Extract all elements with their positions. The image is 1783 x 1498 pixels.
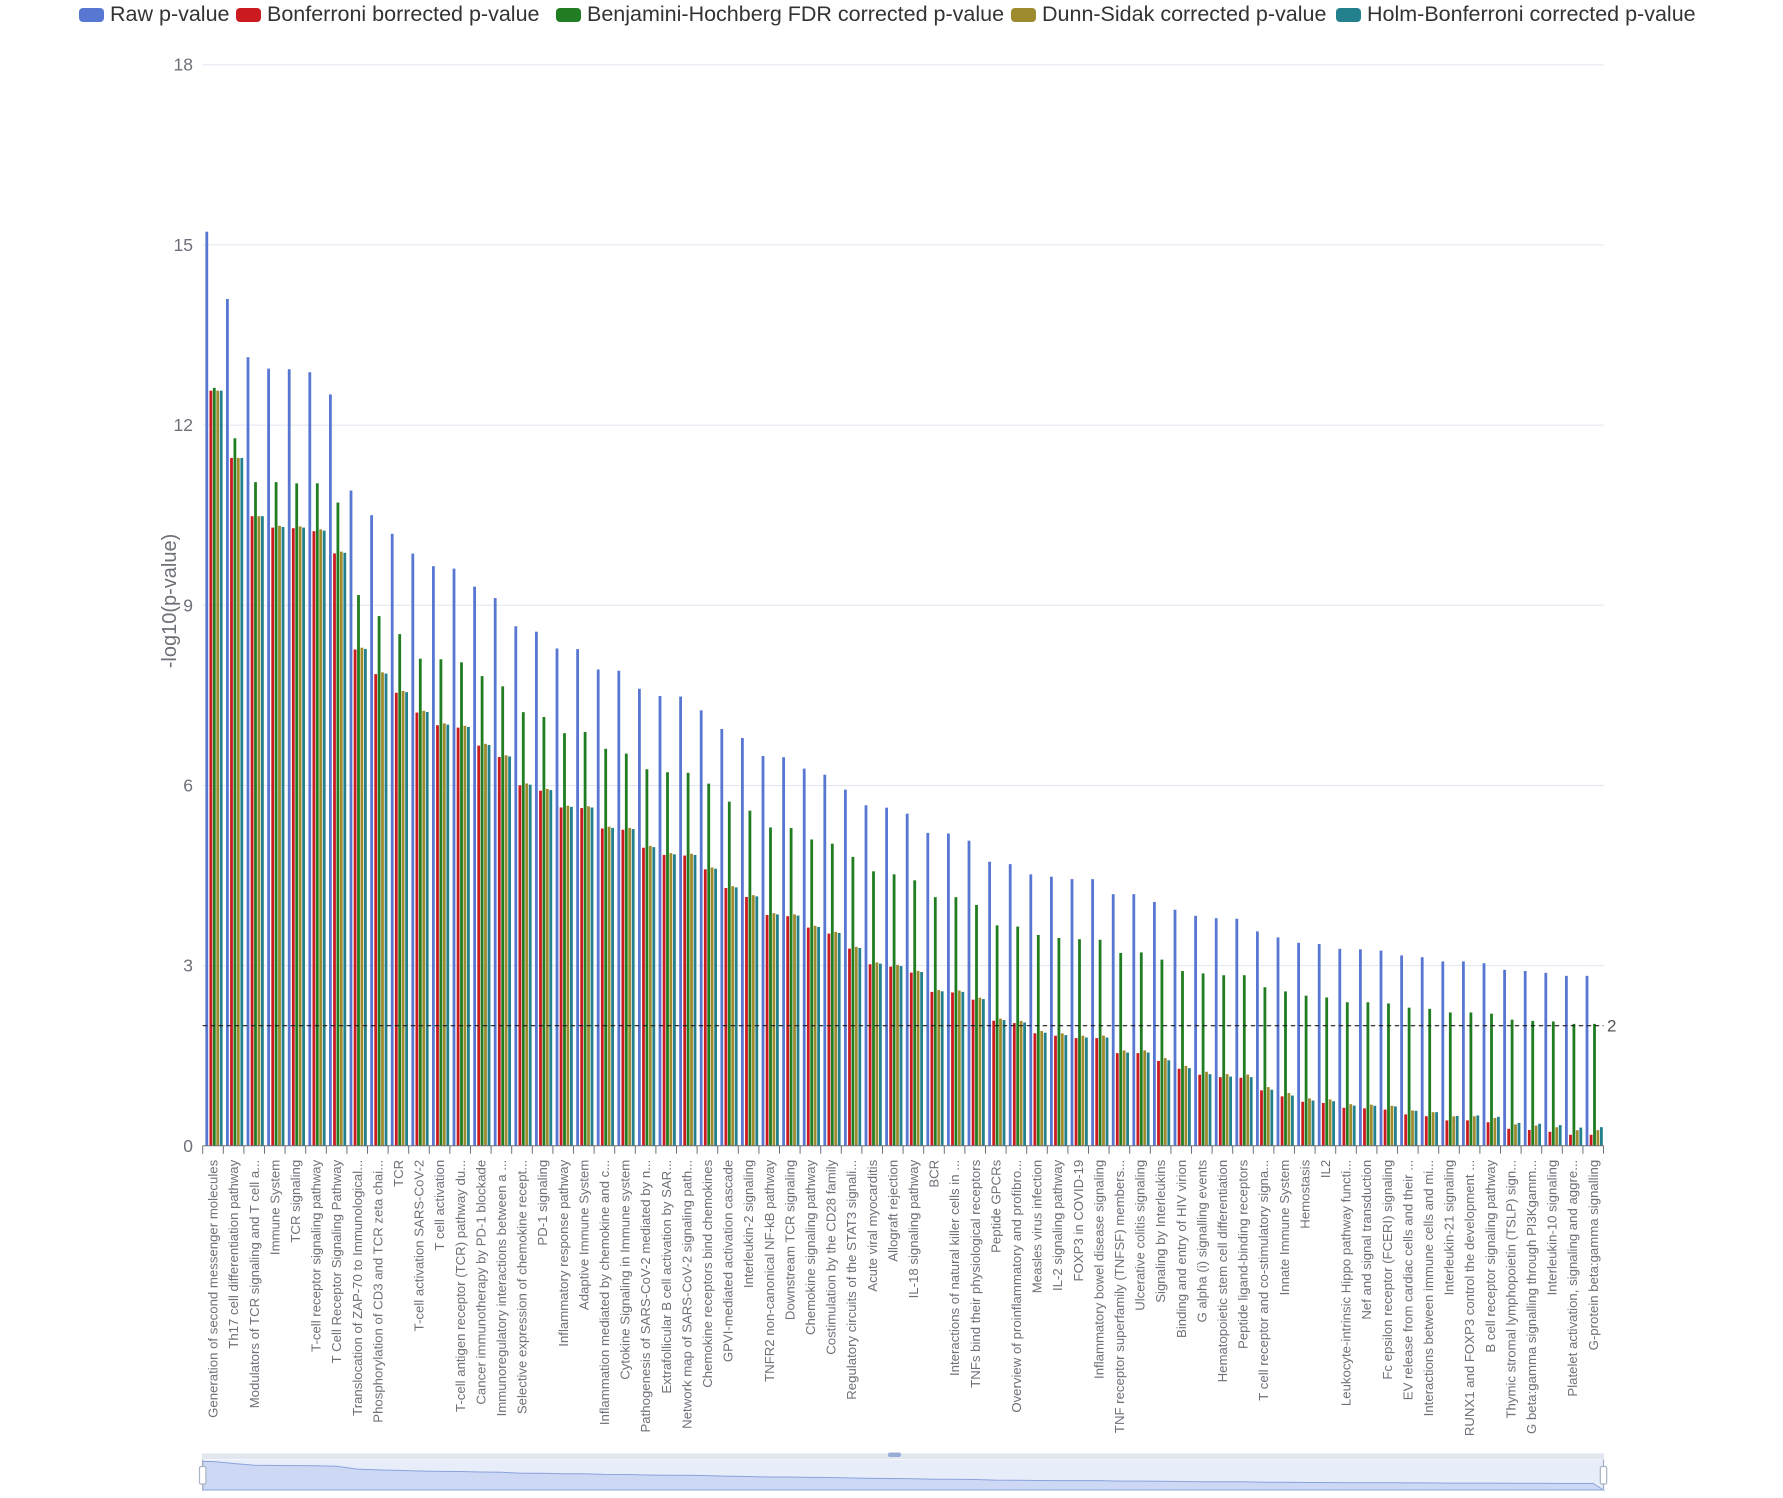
svg-text:EV release from cardiac cells: EV release from cardiac cells and their … [1400,1160,1415,1400]
svg-text:Modulators of TCR signaling an: Modulators of TCR signaling and T cell a… [247,1160,262,1409]
svg-text:Adaptive Immune System: Adaptive Immune System [576,1160,591,1310]
svg-text:Bonferroni borrected p-value: Bonferroni borrected p-value [267,2,540,26]
svg-text:TNFR2 non-canonical NF-kB path: TNFR2 non-canonical NF-kB pathway [762,1159,777,1381]
svg-text:T cell activation: T cell activation [432,1160,447,1251]
svg-text:Acute viral myocarditis: Acute viral myocarditis [865,1159,880,1291]
svg-text:TCR: TCR [391,1160,406,1187]
svg-text:T-cell antigen receptor (TCR): T-cell antigen receptor (TCR) pathway du… [453,1160,468,1412]
svg-text:TNF receptor superfamily (TNFS: TNF receptor superfamily (TNFSF) members… [1112,1160,1127,1433]
svg-text:Cancer immunotherapy by PD-1 b: Cancer immunotherapy by PD-1 blockade [473,1160,488,1405]
svg-text:Regulatory circuits of the STA: Regulatory circuits of the STAT3 signali… [844,1160,859,1400]
svg-text:12: 12 [174,415,193,435]
svg-text:Pathogenesis of SARS-CoV-2 med: Pathogenesis of SARS-CoV-2 mediated by n… [638,1160,653,1433]
svg-text:T cell receptor and co-stimula: T cell receptor and co-stimulatory signa… [1256,1160,1271,1401]
svg-text:G-protein beta:gamma signallin: G-protein beta:gamma signalling [1586,1160,1601,1351]
svg-text:Inflammatory response pathway: Inflammatory response pathway [556,1159,571,1346]
svg-text:15: 15 [174,235,193,255]
svg-text:-log10(p-value): -log10(p-value) [159,534,181,669]
svg-text:Nef and signal transduction: Nef and signal transduction [1359,1160,1374,1320]
svg-text:2: 2 [1607,1017,1616,1036]
svg-text:9: 9 [183,595,193,615]
svg-text:Platelet activation, signaling: Platelet activation, signaling and aggre… [1565,1160,1580,1397]
svg-text:Holm-Bonferroni corrected p-va: Holm-Bonferroni corrected p-value [1367,2,1696,26]
svg-text:Hematopoietic stem cell differ: Hematopoietic stem cell differentiation [1215,1160,1230,1383]
svg-text:Chemokine signaling pathway: Chemokine signaling pathway [803,1159,818,1335]
svg-text:Generation of second messenger: Generation of second messenger molecules [206,1159,221,1417]
svg-text:G alpha (i) signalling events: G alpha (i) signalling events [1194,1159,1209,1322]
svg-text:BCR: BCR [927,1160,942,1188]
svg-text:18: 18 [174,55,193,75]
svg-text:T-cell receptor signaling path: T-cell receptor signaling pathway [309,1159,324,1351]
svg-text:IL2: IL2 [1318,1160,1333,1178]
svg-text:T-cell activation SARS-CoV-2: T-cell activation SARS-CoV-2 [412,1160,427,1332]
svg-text:Interactions of natural killer: Interactions of natural killer cells in … [947,1160,962,1376]
svg-text:Fc epsilon receptor (FCERI) si: Fc epsilon receptor (FCERI) signaling [1380,1160,1395,1380]
svg-text:RUNX1 and FOXP3 control the de: RUNX1 and FOXP3 control the development … [1462,1160,1477,1436]
svg-text:6: 6 [183,775,193,795]
svg-text:Overview of proinflammatory an: Overview of proinflammatory and profibro… [1009,1160,1024,1413]
svg-text:0: 0 [183,1136,193,1156]
svg-text:Immune System: Immune System [267,1160,282,1255]
svg-text:IL-2 signaling pathway: IL-2 signaling pathway [1050,1159,1065,1291]
svg-text:Interleukin-2 signaling: Interleukin-2 signaling [741,1160,756,1288]
svg-text:IL-18 signaling pathway: IL-18 signaling pathway [906,1159,921,1298]
svg-text:Costimulation by the CD28 fami: Costimulation by the CD28 family [824,1159,839,1354]
svg-text:T Cell Receptor Signaling Path: T Cell Receptor Signaling Pathway [329,1159,344,1363]
svg-text:Cytokine Signaling in Immune s: Cytokine Signaling in Immune system [618,1160,633,1380]
svg-text:Dunn-Sidak corrected p-value: Dunn-Sidak corrected p-value [1042,2,1326,26]
svg-text:Th17 cell differentiation path: Th17 cell differentiation pathway [226,1159,241,1348]
svg-text:PD-1 signaling: PD-1 signaling [535,1160,550,1246]
svg-text:Interleukin-10 signaling: Interleukin-10 signaling [1545,1160,1560,1296]
svg-text:Signaling by Interleukins: Signaling by Interleukins [1153,1159,1168,1302]
svg-text:G beta:gamma signalling throug: G beta:gamma signalling through PI3Kgamm… [1524,1160,1539,1434]
svg-text:Extrafollicular B cell activat: Extrafollicular B cell activation by SAR… [659,1160,674,1394]
svg-text:Phosphorylation of CD3 and TCR: Phosphorylation of CD3 and TCR zeta chai… [370,1160,385,1423]
svg-text:Peptide ligand-binding recepto: Peptide ligand-binding receptors [1236,1159,1251,1349]
svg-text:Inflammation mediated by chemo: Inflammation mediated by chemokine and c… [597,1160,612,1425]
svg-text:Innate Immune System: Innate Immune System [1277,1160,1292,1296]
svg-text:Measles virus infection: Measles virus infection [1030,1160,1045,1293]
svg-text:Benjamini-Hochberg FDR correct: Benjamini-Hochberg FDR corrected p-value [587,2,1004,26]
svg-text:TNFs bind their physiological: TNFs bind their physiological receptors [968,1159,983,1387]
svg-text:Chemokine receptors bind chemo: Chemokine receptors bind chemokines [700,1159,715,1387]
svg-text:Translocation of ZAP-70 to Imm: Translocation of ZAP-70 to Immunological… [350,1160,365,1416]
svg-text:Raw p-value: Raw p-value [110,2,230,26]
svg-text:Hemostasis: Hemostasis [1297,1159,1312,1228]
svg-text:Downstream TCR signaling: Downstream TCR signaling [782,1160,797,1320]
svg-text:Leukocyte-intrinsic Hippo path: Leukocyte-intrinsic Hippo pathway functi… [1339,1160,1354,1406]
svg-text:Peptide GPCRs: Peptide GPCRs [988,1159,1003,1252]
svg-text:Ulcerative colitis signaling: Ulcerative colitis signaling [1133,1160,1148,1311]
svg-text:Inflammatory bowel disease sig: Inflammatory bowel disease signaling [1091,1160,1106,1379]
svg-text:TCR signaling: TCR signaling [288,1160,303,1243]
svg-text:Selective expression of chemok: Selective expression of chemokine recept… [515,1160,530,1414]
svg-text:B cell receptor signaling path: B cell receptor signaling pathway [1483,1159,1498,1352]
svg-text:3: 3 [183,956,193,976]
svg-text:Interleukin-21 signaling: Interleukin-21 signaling [1442,1160,1457,1296]
svg-text:Interactions between immune ce: Interactions between immune cells and mi… [1421,1160,1436,1417]
svg-text:GPVI-mediated activation casca: GPVI-mediated activation cascade [721,1160,736,1362]
svg-text:Network map of SARS-CoV-2 sign: Network map of SARS-CoV-2 signaling path… [679,1160,694,1429]
svg-text:Allograft rejection: Allograft rejection [885,1160,900,1262]
svg-text:Thymic stromal lymphopoietin (: Thymic stromal lymphopoietin (TSLP) sign… [1503,1160,1518,1419]
svg-text:Immunoregulatory interactions: Immunoregulatory interactions between a … [494,1160,509,1417]
svg-text:Binding and entry of HIV virio: Binding and entry of HIV virion [1174,1160,1189,1338]
svg-text:FOXP3 in COVID-19: FOXP3 in COVID-19 [1071,1160,1086,1282]
